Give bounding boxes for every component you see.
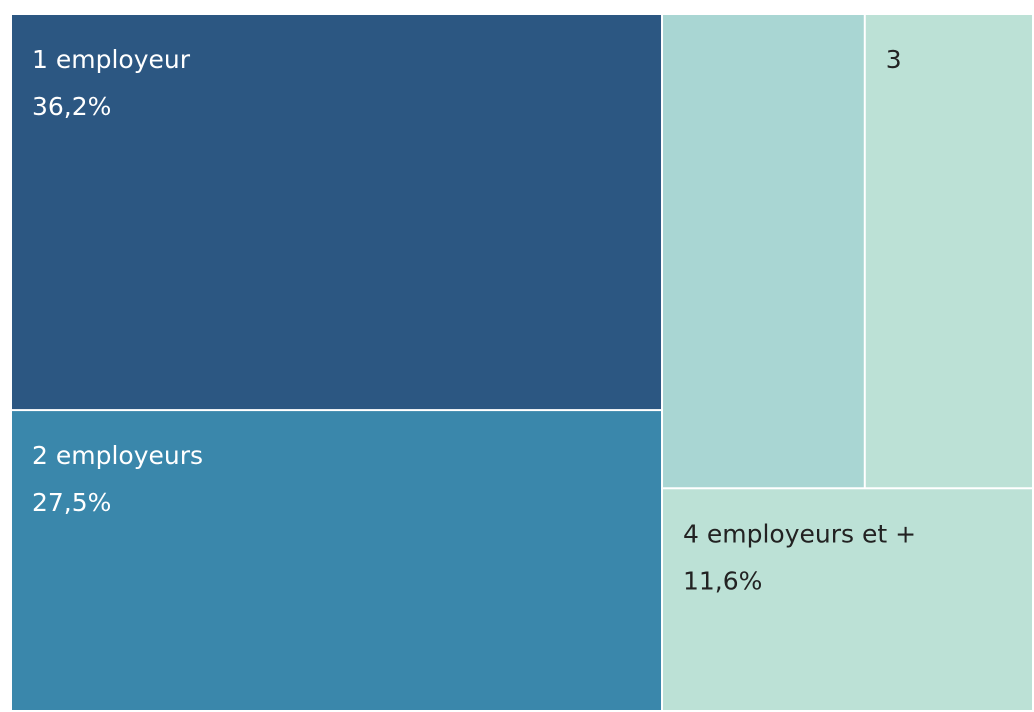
tile	[865, 15, 1032, 488]
tile-label: 3	[886, 45, 902, 74]
tile-label: 2 employeurs	[32, 441, 203, 470]
tile-label: 4 employeurs et +	[683, 519, 916, 548]
tile-value: 27,5%	[32, 488, 111, 517]
tile-value: 36,2%	[32, 92, 111, 121]
tile	[663, 489, 1032, 710]
tile	[663, 15, 864, 488]
tile	[12, 15, 662, 410]
tile	[12, 411, 662, 710]
tile-value: 11,6%	[683, 566, 762, 595]
tile-label: 1 employeur	[32, 45, 191, 74]
